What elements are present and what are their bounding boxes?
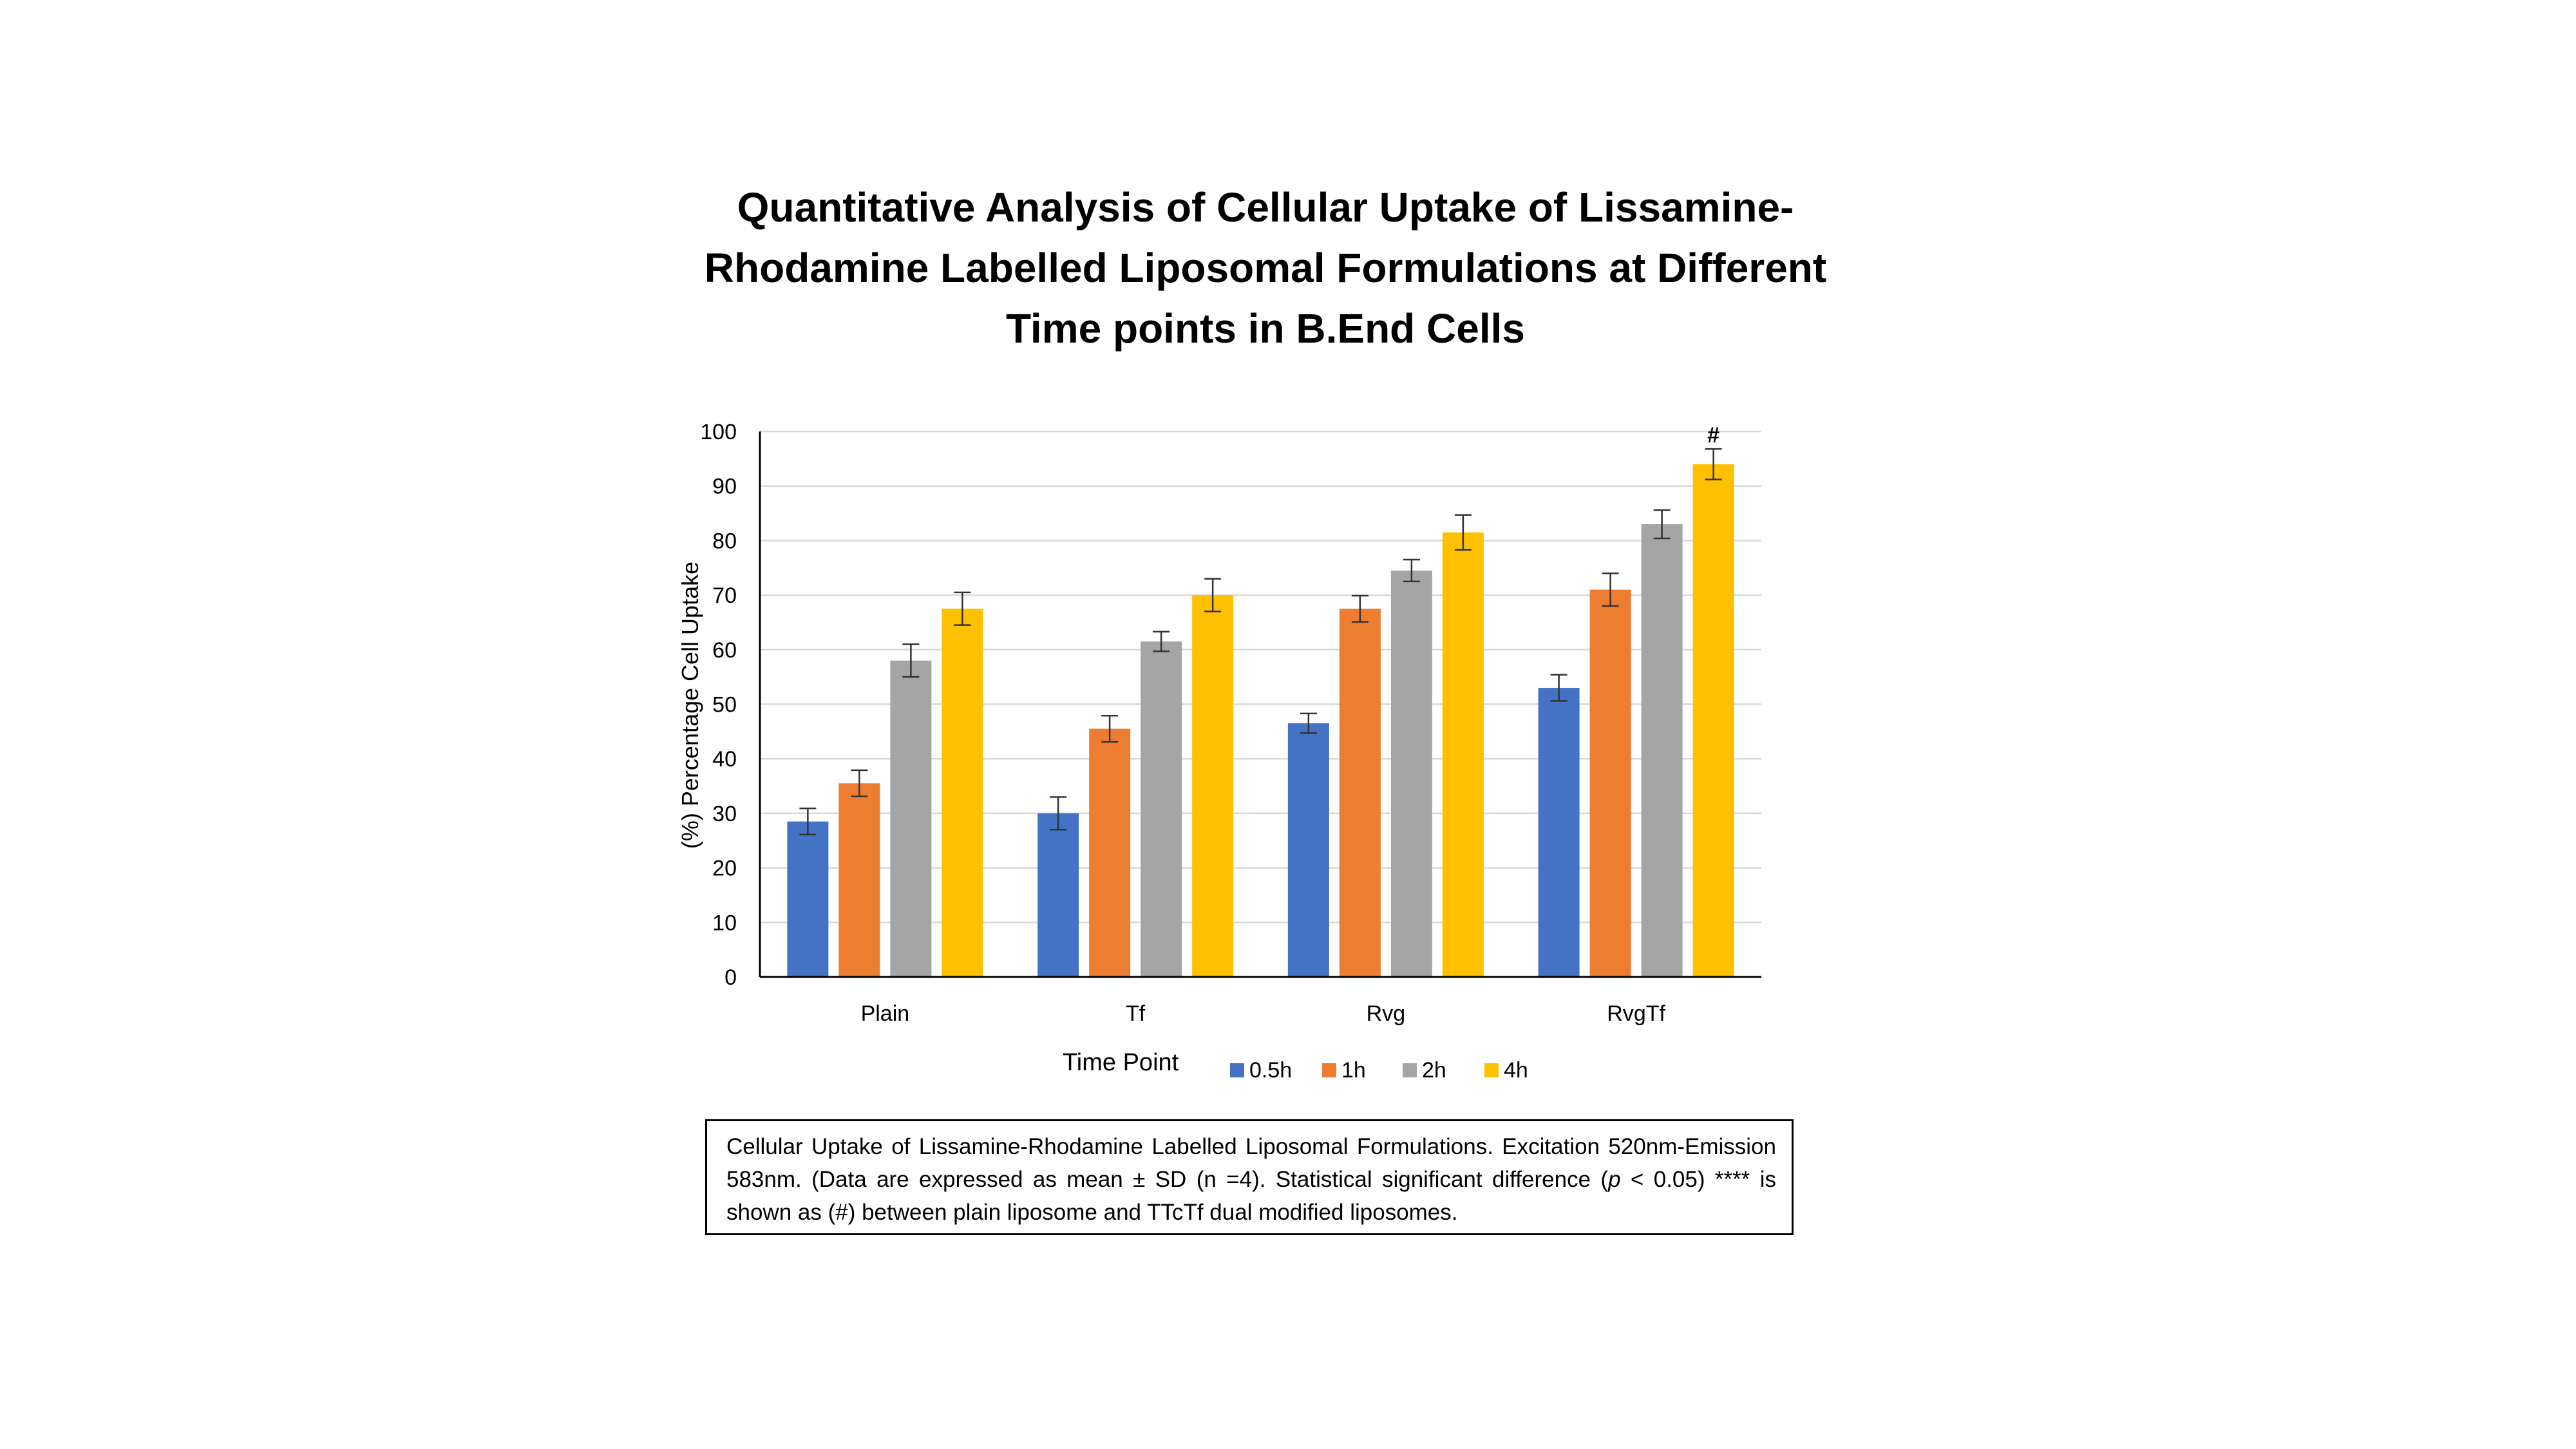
legend-swatch-0.5h: [1230, 1063, 1244, 1077]
y-tick-label: 100: [700, 420, 737, 444]
chart-title-line-1: Quantitative Analysis of Cellular Uptake…: [737, 184, 1794, 231]
bar-plain-0.5h: [787, 821, 829, 977]
error-bar: [1653, 509, 1671, 540]
y-tick-label: 80: [712, 529, 737, 553]
y-tick-labels: 0 10 20 30 40 50 60 70 80 90 100: [700, 420, 737, 990]
legend: Time Point 0.5h 1h 2h 4h: [1063, 1049, 1528, 1083]
error-bar: [1454, 514, 1472, 551]
y-tick-label: 30: [712, 802, 737, 826]
caption-text-1: Cellular Uptake of Lissamine-Rhodamine L…: [726, 1134, 1776, 1192]
y-tick-label: 70: [712, 583, 737, 608]
error-bar: [1204, 578, 1222, 612]
y-tick-label: 20: [712, 857, 737, 881]
y-tick-label: 0: [724, 965, 737, 990]
x-tick-label: Rvg: [1367, 1001, 1405, 1026]
legend-title: Time Point: [1063, 1049, 1179, 1076]
annotations: #: [1707, 423, 1719, 448]
error-bars: [799, 448, 1722, 836]
bar-rvg-4h: [1442, 532, 1484, 977]
bar-tf-1h: [1089, 728, 1131, 977]
legend-swatch-2h: [1403, 1063, 1417, 1077]
y-tick-label: 60: [712, 638, 737, 663]
y-tick-label: 40: [712, 747, 737, 772]
error-bar: [851, 769, 868, 797]
bar-tf-4h: [1192, 595, 1234, 977]
chart-title: Quantitative Analysis of Cellular Uptake…: [644, 177, 1887, 359]
y-tick-label: 50: [712, 693, 737, 717]
bar-rvgtf-2h: [1641, 524, 1683, 977]
y-tick-label: 90: [712, 475, 737, 499]
bars: [787, 464, 1734, 977]
bar-plain-2h: [890, 660, 932, 977]
bar-rvg-0.5h: [1287, 723, 1329, 977]
error-bar: [1602, 572, 1619, 607]
x-tick-labels: Plain Tf Rvg RvgTf: [861, 1001, 1666, 1026]
error-bar: [1153, 630, 1170, 652]
bar-rvg-1h: [1339, 609, 1381, 977]
error-bar: [1550, 674, 1567, 702]
chart-title-line-3: Time points in B.End Cells: [1005, 305, 1526, 352]
y-axis-label: (%) Percentage Cell Uptake: [677, 562, 703, 849]
legend-swatch-4h: [1484, 1063, 1499, 1077]
bar-tf-2h: [1141, 641, 1182, 977]
error-bar: [1300, 712, 1317, 734]
figure-caption: Cellular Uptake of Lissamine-Rhodamine L…: [705, 1119, 1794, 1235]
error-bar: [1403, 558, 1420, 583]
significance-marker: #: [1707, 423, 1719, 448]
error-bar: [1705, 448, 1722, 480]
legend-label-2h: 2h: [1422, 1058, 1446, 1083]
error-bar: [1050, 796, 1067, 831]
legend-label-0.5h: 0.5h: [1249, 1058, 1292, 1083]
error-bar: [954, 591, 971, 626]
bar-plain-1h: [838, 783, 880, 977]
bar-rvgtf-4h: [1692, 464, 1734, 977]
y-tick-label: 10: [712, 911, 737, 935]
bar-rvgtf-0.5h: [1538, 688, 1580, 977]
caption-p-italic: p: [1608, 1167, 1621, 1192]
error-bar: [1101, 715, 1119, 743]
x-tick-label: RvgTf: [1607, 1001, 1665, 1026]
chart-title-line-2: Rhodamine Labelled Liposomal Formulation…: [704, 245, 1827, 291]
error-bar: [799, 808, 817, 836]
error-bar: [902, 643, 920, 678]
x-tick-label: Plain: [861, 1001, 910, 1026]
legend-label-1h: 1h: [1341, 1058, 1366, 1083]
bar-tf-0.5h: [1037, 813, 1079, 977]
legend-swatch-1h: [1322, 1063, 1336, 1077]
bar-rvg-2h: [1390, 570, 1432, 977]
caption-text-2: < 0.05) **** is shown as (#) between pla…: [726, 1167, 1776, 1225]
error-bar: [1351, 594, 1368, 623]
axes: [759, 431, 1761, 978]
bar-plain-4h: [942, 609, 983, 977]
bar-rvgtf-1h: [1589, 589, 1631, 977]
legend-label-4h: 4h: [1504, 1058, 1528, 1083]
x-tick-label: Tf: [1126, 1001, 1146, 1026]
